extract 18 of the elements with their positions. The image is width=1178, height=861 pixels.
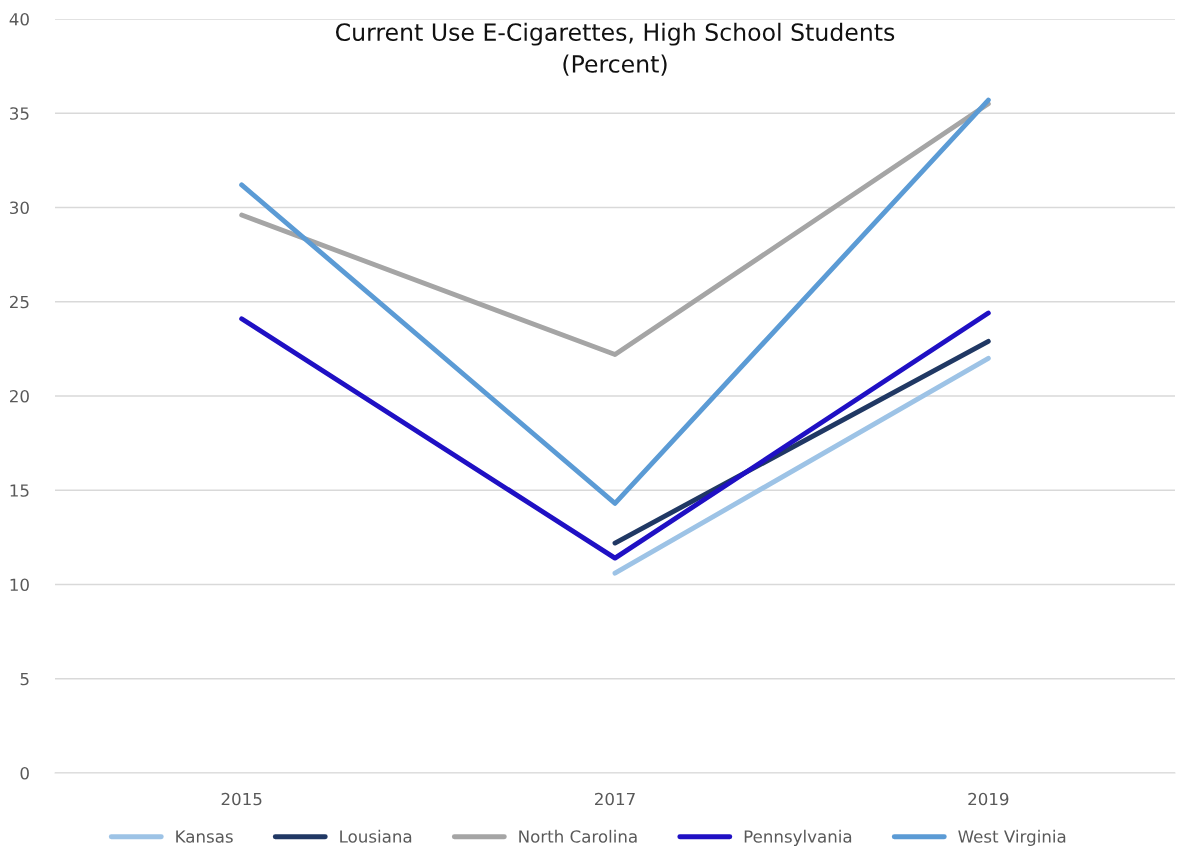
y-tick-label: 0 (20, 766, 29, 780)
x-tick-label: 2015 (221, 792, 262, 806)
x-tick-label: 2019 (968, 792, 1009, 806)
y-tick-label: 30 (10, 201, 29, 215)
y-tick-label: 20 (10, 389, 29, 403)
legend-label: Lousiana (340, 829, 412, 843)
legend-label: North Carolina (519, 829, 637, 843)
legend-label: West Virginia (958, 829, 1066, 846)
y-tick-label: 15 (10, 484, 29, 497)
legend-label: Kansas (176, 830, 233, 843)
y-tick-label: 35 (10, 107, 29, 120)
text: Current Use E-Cigarettes, High School Students (Percent) (335, 22, 895, 76)
x-tick-label: 2017 (595, 792, 635, 806)
y-tick-label: 10 (10, 578, 29, 592)
y-tick-label: 25 (10, 295, 29, 309)
y-tick-label: 40 (9, 12, 29, 26)
legend-label: Pennsylvania (744, 829, 852, 846)
y-tick-label: 5 (20, 672, 29, 686)
